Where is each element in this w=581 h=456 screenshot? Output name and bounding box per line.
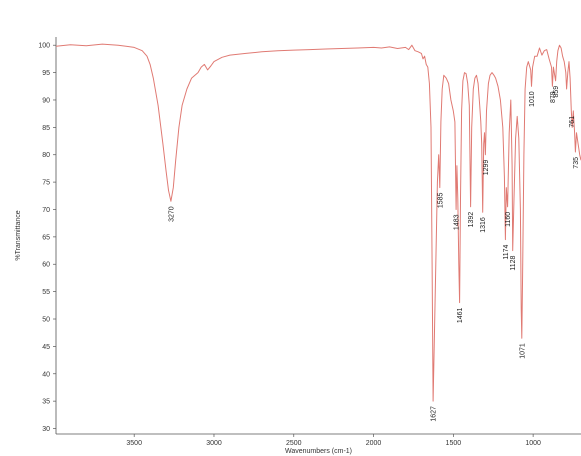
- y-tick-label: 45: [42, 344, 50, 351]
- peak-label: 879: [550, 91, 557, 103]
- y-tick-label: 40: [42, 371, 50, 378]
- plot-frame: [55, 37, 581, 435]
- x-axis-title: Wavenumbers (cm-1): [285, 448, 352, 455]
- y-tick-label: 75: [42, 180, 50, 187]
- peak-label: 735: [573, 157, 580, 169]
- x-tick-label: 3500: [126, 440, 142, 447]
- y-tick-label: 65: [42, 234, 50, 241]
- peak-label: 1160: [505, 212, 512, 227]
- peak-labels: 3270 1627 1585 1483 1461 1392 1316 1299 1174 1160…: [168, 86, 580, 422]
- peak-label: 1585: [437, 192, 444, 208]
- y-tick-label: 95: [42, 70, 50, 77]
- x-axis-ticks: 3500 3000 2500 2000 1500 1000: [126, 434, 541, 447]
- y-tick-label: 30: [42, 426, 50, 433]
- y-tick-label: 55: [42, 289, 50, 296]
- y-tick-label: 85: [42, 125, 50, 132]
- y-tick-label: 60: [42, 262, 50, 269]
- x-tick-label: 1500: [446, 440, 462, 447]
- series-layer: [55, 43, 581, 402]
- x-tick-label: 1000: [525, 440, 541, 447]
- y-tick-label: 70: [42, 207, 50, 214]
- x-tick-label: 2500: [286, 440, 302, 447]
- peak-label: 1071: [519, 343, 526, 359]
- peak-label: 761: [569, 116, 576, 128]
- y-tick-label: 35: [42, 399, 50, 406]
- peak-label: 1316: [480, 217, 487, 233]
- y-tick-label: 90: [42, 97, 50, 104]
- peak-label: 1174: [503, 245, 510, 260]
- peak-label: 1483: [454, 214, 461, 230]
- peak-label: 1010: [529, 91, 536, 107]
- peak-label: 1392: [468, 212, 475, 228]
- y-tick-label: 50: [42, 317, 50, 324]
- x-tick-label: 3000: [206, 440, 222, 447]
- y-axis-title: %Transmittance: [15, 210, 22, 260]
- x-tick-label: 2000: [366, 440, 382, 447]
- spectrum-line: [55, 43, 581, 402]
- y-tick-label: 100: [38, 43, 50, 50]
- y-axis-ticks: 30 35 40 45 50 55 60 65 70 75 80 85 90 95 100: [38, 43, 56, 433]
- peak-label: 1627: [431, 406, 438, 422]
- peak-label: 1461: [457, 307, 464, 323]
- peak-label: 1299: [483, 160, 490, 176]
- y-tick-label: 80: [42, 152, 50, 159]
- peak-label: 1128: [510, 256, 517, 271]
- peak-label: 859: [553, 86, 560, 98]
- peak-label: 3270: [168, 206, 175, 222]
